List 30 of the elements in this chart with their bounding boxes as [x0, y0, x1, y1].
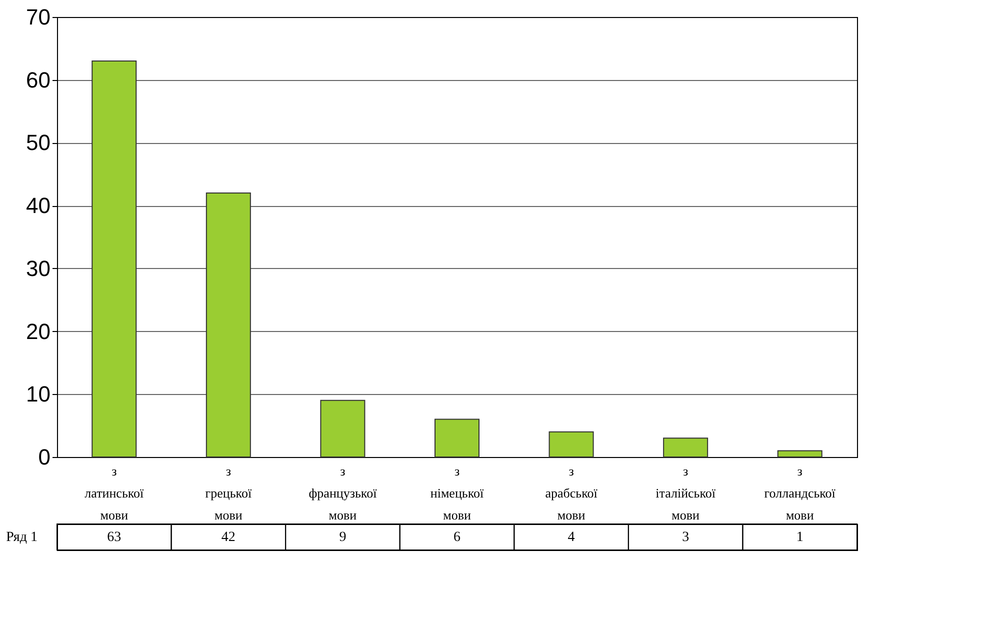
- x-tick-label: з італійської мови: [656, 464, 716, 522]
- y-tick-label: 10: [26, 382, 50, 407]
- bar: [548, 431, 594, 458]
- y-tick-label: 40: [26, 193, 50, 218]
- y-tick-label: 30: [26, 256, 50, 281]
- data-label: 9: [339, 530, 346, 545]
- data-label: 4: [568, 530, 575, 545]
- text: Ряд 1: [6, 530, 38, 545]
- bar: [434, 418, 480, 458]
- data-label: 6: [454, 530, 460, 545]
- data-label: 63: [107, 530, 122, 545]
- bar: [206, 192, 251, 458]
- x-tick-label: з німецької мови: [430, 464, 484, 522]
- x-tick-label: з грецької мови: [205, 464, 252, 522]
- x-tick-label: з латинської мови: [84, 464, 144, 522]
- bar: [777, 450, 822, 458]
- y-tick-label: 50: [26, 130, 50, 156]
- y-tick-label: 60: [26, 67, 50, 92]
- x-tick-label: з арабської мови: [545, 464, 598, 522]
- bar: [320, 400, 366, 458]
- y-tick-label: 0: [38, 444, 50, 470]
- y-tick-label: 70: [26, 4, 50, 30]
- data-label: 1: [796, 530, 804, 545]
- data-label: 42: [221, 530, 236, 545]
- bar: [663, 438, 708, 458]
- x-tick-label: з голландської мови: [764, 464, 836, 522]
- y-tick-label: 20: [26, 318, 50, 344]
- bar: [92, 60, 137, 458]
- x-tick-label: з французької мови: [308, 464, 378, 522]
- data-label: 3: [682, 530, 690, 545]
